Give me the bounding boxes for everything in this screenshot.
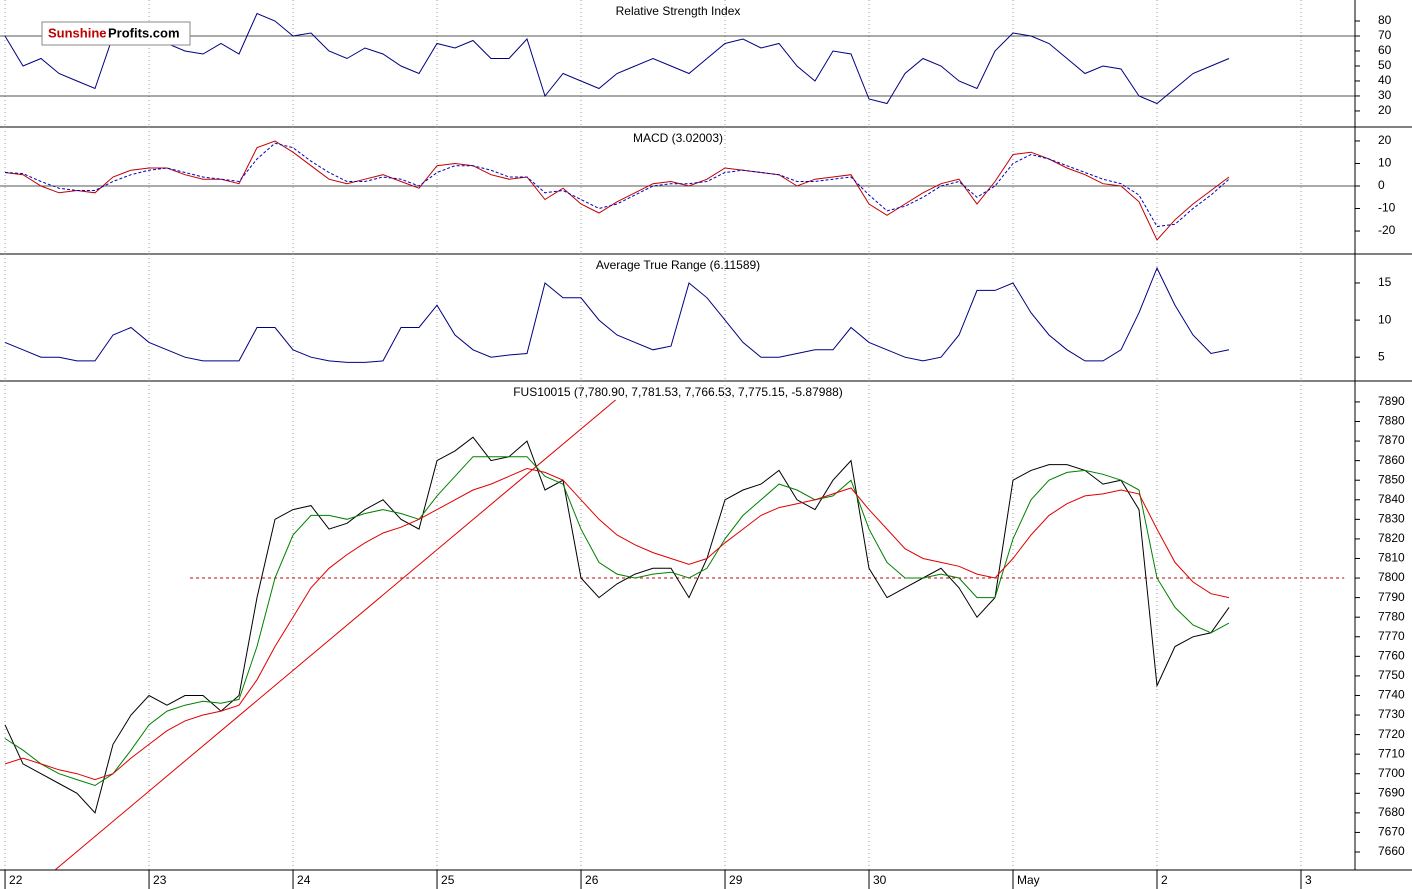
panel <box>4 381 1345 870</box>
x-tick-label: May <box>1017 873 1040 887</box>
series-line <box>4 266 1230 363</box>
x-tick-label: 25 <box>441 873 455 887</box>
series-line <box>4 436 1230 814</box>
y-tick-label: 7820 <box>1378 531 1405 545</box>
y-tick-label: 7790 <box>1378 590 1405 604</box>
y-tick-label: 7840 <box>1378 492 1405 506</box>
series-line <box>4 142 1230 228</box>
y-tick-label: 7700 <box>1378 766 1405 780</box>
x-tick-label: 24 <box>297 873 311 887</box>
y-tick-label: 30 <box>1378 88 1392 102</box>
y-tick-label: 15 <box>1378 275 1392 289</box>
panel-title: MACD (3.02003) <box>633 131 723 145</box>
series-line <box>4 12 1230 105</box>
y-tick-label: 7770 <box>1378 629 1405 643</box>
y-tick-label: 7730 <box>1378 707 1405 721</box>
y-tick-label: 7680 <box>1378 805 1405 819</box>
panel-title: Average True Range (6.11589) <box>596 258 760 272</box>
y-tick-label: 7690 <box>1378 785 1405 799</box>
y-tick-label: 20 <box>1378 133 1392 147</box>
panel <box>0 127 1355 254</box>
y-tick-label: 7880 <box>1378 414 1405 428</box>
y-tick-label: 7750 <box>1378 668 1405 682</box>
y-tick-label: 7800 <box>1378 570 1405 584</box>
x-tick-label: 23 <box>153 873 167 887</box>
y-tick-label: 20 <box>1378 103 1392 117</box>
y-tick-label: 60 <box>1378 43 1392 57</box>
panel-title: Relative Strength Index <box>616 4 741 18</box>
y-tick-label: 7780 <box>1378 609 1405 623</box>
y-tick-label: 7830 <box>1378 512 1405 526</box>
y-tick-label: 70 <box>1378 28 1392 42</box>
series-line <box>4 467 1230 781</box>
y-tick-label: 7710 <box>1378 746 1405 760</box>
x-tick-label: 26 <box>585 873 599 887</box>
y-tick-label: 40 <box>1378 73 1392 87</box>
trend-line <box>55 399 616 870</box>
series-line <box>4 140 1230 241</box>
y-tick-label: 7720 <box>1378 727 1405 741</box>
y-tick-label: -20 <box>1378 223 1396 237</box>
y-tick-label: 7660 <box>1378 844 1405 858</box>
logo-text: Sunshine <box>48 25 107 40</box>
y-tick-label: 7810 <box>1378 551 1405 565</box>
x-tick-label: 3 <box>1305 873 1312 887</box>
y-tick-label: 50 <box>1378 58 1392 72</box>
y-tick-label: 7740 <box>1378 688 1405 702</box>
y-tick-label: 80 <box>1378 13 1392 27</box>
x-tick-label: 30 <box>873 873 887 887</box>
panel <box>0 0 1355 127</box>
y-tick-label: 7870 <box>1378 433 1405 447</box>
panel <box>4 254 1302 381</box>
series-line <box>4 456 1230 787</box>
y-tick-label: 10 <box>1378 156 1392 170</box>
x-tick-label: 22 <box>9 873 23 887</box>
panel-title: FUS10015 (7,780.90, 7,781.53, 7,766.53, … <box>513 385 843 399</box>
y-tick-label: 7760 <box>1378 648 1405 662</box>
logo: Sunshine Profits.com <box>41 21 191 46</box>
x-tick-label: 2 <box>1161 873 1168 887</box>
logo-box <box>41 21 191 46</box>
logo-text: Profits.com <box>108 25 180 40</box>
y-tick-label: 5 <box>1378 349 1385 363</box>
x-tick-label: 29 <box>729 873 743 887</box>
y-tick-label: 7890 <box>1378 394 1405 408</box>
y-tick-label: 7670 <box>1378 825 1405 839</box>
y-tick-label: 7850 <box>1378 472 1405 486</box>
y-tick-label: -10 <box>1378 201 1396 215</box>
y-tick-label: 0 <box>1378 178 1385 192</box>
y-tick-label: 10 <box>1378 312 1392 326</box>
y-tick-label: 7860 <box>1378 453 1405 467</box>
